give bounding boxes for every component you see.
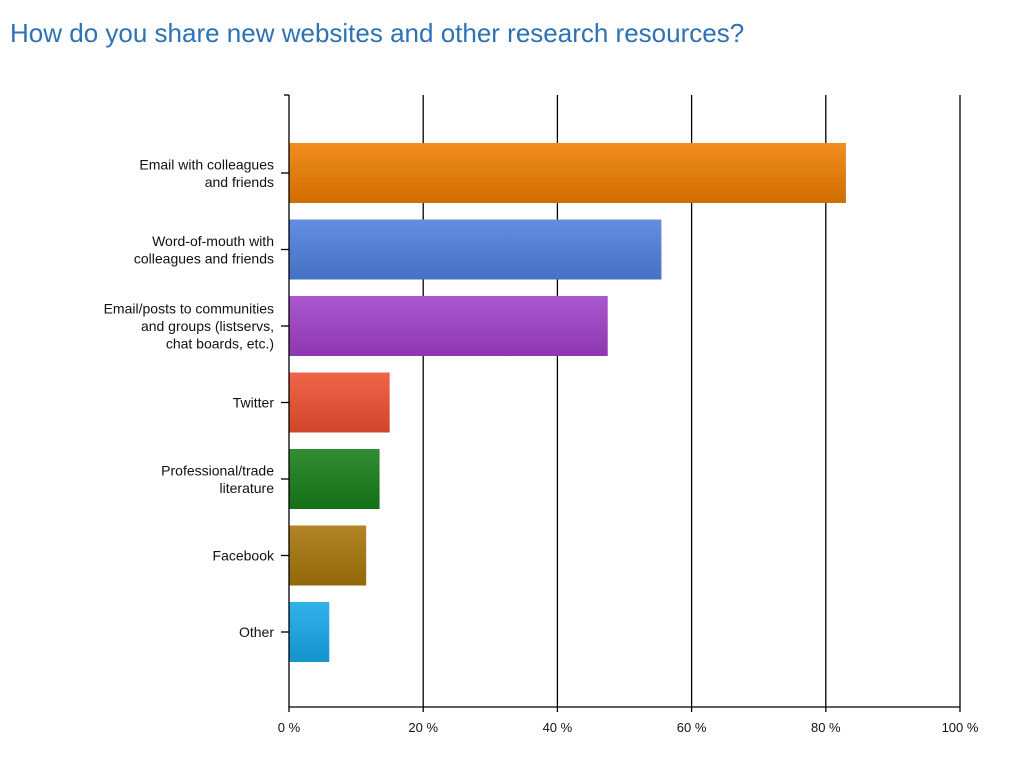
bars (289, 143, 846, 662)
x-tick-label: 0 % (278, 720, 301, 735)
bar (289, 525, 367, 586)
page-title: How do you share new websites and other … (10, 18, 745, 48)
labels: 0 % 20 % 40 % 60 % 80 % 100 % Email with colle… (104, 156, 979, 735)
x-tick-label: 80 % (811, 720, 841, 735)
bar (289, 372, 390, 433)
category-label: Professional/trade literature (161, 462, 274, 496)
category-label: Other (239, 624, 274, 640)
x-tick-label: 40 % (543, 720, 573, 735)
x-tick-label: 100 % (942, 720, 979, 735)
bar (289, 219, 662, 280)
bar (289, 602, 330, 662)
x-tick-label: 20 % (408, 720, 438, 735)
category-label: Email with colleagues and friends (139, 156, 274, 190)
axes (281, 94, 961, 712)
category-label: Facebook (213, 548, 275, 564)
category-label: Word-of-mouth with colleagues and friends (134, 233, 274, 267)
bar (289, 449, 380, 509)
bar (289, 296, 608, 356)
bar (289, 143, 846, 203)
x-tick-label: 60 % (677, 720, 707, 735)
category-label: Email/posts to communities and groups (li… (104, 301, 274, 352)
category-label: Twitter (233, 395, 275, 411)
